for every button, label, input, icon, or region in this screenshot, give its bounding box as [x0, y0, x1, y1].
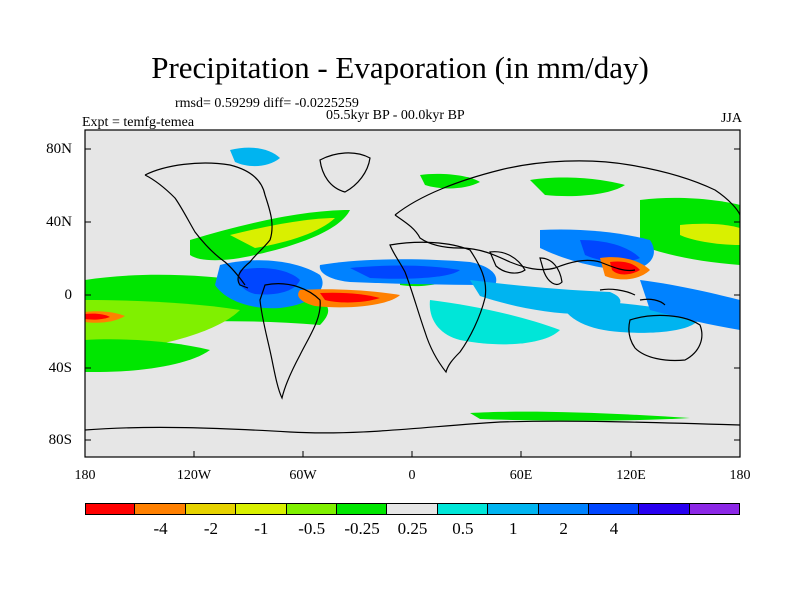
lon-label: 60W — [289, 468, 317, 483]
lon-label: 180 — [74, 468, 96, 483]
colorbar-swatch — [135, 503, 186, 515]
lon-label: 120E — [616, 468, 646, 483]
colorbar-swatch — [639, 503, 690, 515]
lon-ticks — [84, 451, 741, 457]
colorbar-swatch — [488, 503, 539, 515]
colorbar-label: -1 — [254, 519, 269, 538]
map-title: Precipitation - Evaporation (in mm/day) — [151, 50, 649, 85]
colorbar-label: 0.5 — [452, 519, 474, 538]
lat-label: 40N — [46, 214, 72, 230]
colorbar-frame — [85, 503, 740, 515]
colorbar-label: -4 — [153, 519, 168, 538]
colorbar-swatch — [85, 503, 136, 515]
lon-label: 60E — [509, 468, 533, 483]
season-label: JJA — [720, 111, 742, 126]
colorbar-swatch — [286, 503, 337, 515]
coastlines — [85, 152, 740, 434]
stats-line: rmsd= 0.59299 diff= -0.0225259 — [175, 96, 359, 111]
colorbar-label: 1 — [509, 519, 518, 538]
colorbar-swatch — [236, 503, 287, 515]
colorbar-label: 2 — [559, 519, 568, 538]
lat-label: 80S — [48, 432, 72, 448]
colorbar-swatch — [538, 503, 589, 515]
anomaly-field — [85, 147, 740, 421]
lat-label: 0 — [64, 287, 73, 303]
colorbar-swatch — [588, 503, 640, 515]
colorbar-label: 0.25 — [397, 519, 428, 538]
lon-label: 120W — [176, 468, 212, 483]
lon-label: 0 — [408, 468, 416, 483]
colorbar-label: -0.25 — [344, 519, 380, 538]
colorbar-swatch — [387, 503, 438, 515]
lat-label: 40S — [48, 360, 72, 376]
colorbar-swatch — [185, 503, 237, 515]
lat-label: 80N — [46, 141, 72, 157]
colorbar-label: -0.5 — [298, 519, 326, 538]
colorbar-swatch — [336, 503, 388, 515]
colorbar — [85, 503, 741, 515]
experiment-line: Expt = temfg-temea — [82, 115, 195, 130]
colorbar-label: 4 — [609, 519, 619, 538]
period-line: 05.5kyr BP - 00.0kyr BP — [326, 108, 465, 123]
colorbar-label: -2 — [203, 519, 219, 538]
lat-ticks — [85, 148, 740, 441]
colorbar-swatch — [437, 503, 489, 515]
lon-label: 180 — [729, 468, 751, 483]
